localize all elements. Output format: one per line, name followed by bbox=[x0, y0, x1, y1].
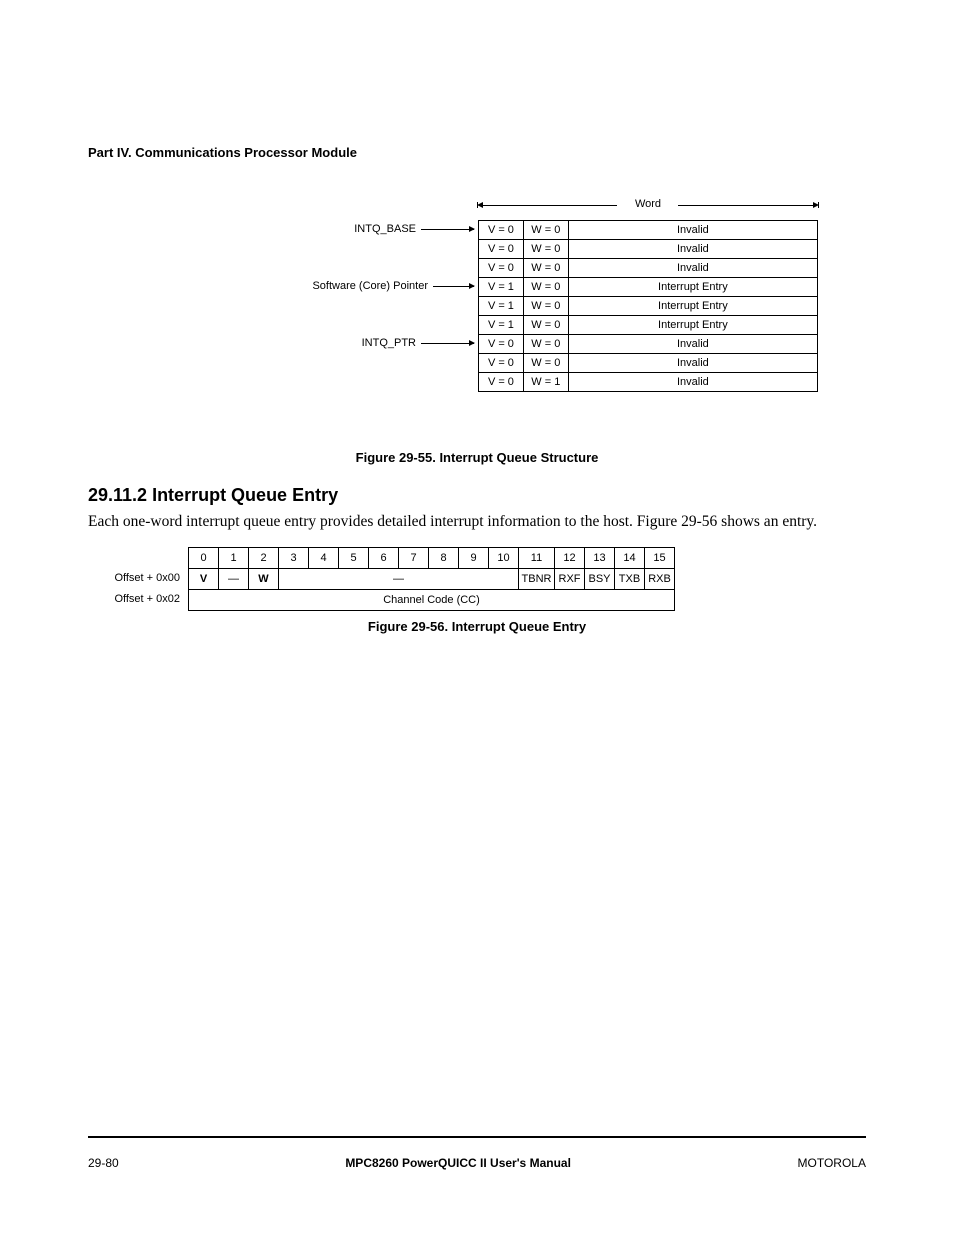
rxb-bit: RXB bbox=[645, 569, 675, 590]
word-tick-right bbox=[818, 202, 819, 208]
section-heading: 29.11.2 Interrupt Queue Entry bbox=[88, 485, 866, 506]
interrupt-queue-table: V = 0W = 0Invalid V = 0W = 0Invalid V = … bbox=[478, 220, 818, 392]
table-row: V = 1W = 0Interrupt Entry bbox=[479, 278, 818, 297]
desc-cell: Invalid bbox=[568, 354, 817, 373]
figure-56-container: Offset + 0x00 Offset + 0x02 0 1 2 3 4 5 … bbox=[88, 547, 866, 611]
bit-header: 10 bbox=[489, 548, 519, 569]
intq-ptr-label: INTQ_PTR bbox=[276, 334, 416, 353]
footer-manual-title: MPC8260 PowerQUICC II User's Manual bbox=[345, 1156, 571, 1170]
bit-header: 9 bbox=[459, 548, 489, 569]
v-cell: V = 1 bbox=[479, 278, 524, 297]
w-cell: W = 0 bbox=[523, 278, 568, 297]
offset-0x02-label: Offset + 0x02 bbox=[88, 589, 180, 610]
part-header: Part IV. Communications Processor Module bbox=[88, 145, 866, 160]
sw-core-pointer-label: Software (Core) Pointer bbox=[288, 277, 428, 296]
offset00-row: V — W — TBNR RXF BSY TXB RXB bbox=[189, 569, 675, 590]
w-cell: W = 0 bbox=[523, 335, 568, 354]
w-cell: W = 1 bbox=[523, 373, 568, 392]
v-cell: V = 0 bbox=[479, 221, 524, 240]
desc-cell: Interrupt Entry bbox=[568, 278, 817, 297]
w-cell: W = 0 bbox=[523, 297, 568, 316]
footer-page-number: 29-80 bbox=[88, 1156, 119, 1170]
desc-cell: Invalid bbox=[568, 335, 817, 354]
table-row: V = 0W = 0Invalid bbox=[479, 240, 818, 259]
footer-vendor: MOTOROLA bbox=[798, 1156, 866, 1170]
figure-56-caption: Figure 29-56. Interrupt Queue Entry bbox=[88, 619, 866, 634]
arrow-intq-ptr bbox=[421, 343, 474, 344]
w-bit: W bbox=[249, 569, 279, 590]
v-cell: V = 1 bbox=[479, 297, 524, 316]
bit-header: 15 bbox=[645, 548, 675, 569]
w-cell: W = 0 bbox=[523, 221, 568, 240]
v-cell: V = 0 bbox=[479, 259, 524, 278]
v-cell: V = 1 bbox=[479, 316, 524, 335]
offset-0x00-label: Offset + 0x00 bbox=[88, 568, 180, 589]
page-footer: 29-80 MPC8260 PowerQUICC II User's Manua… bbox=[88, 1136, 866, 1170]
bit-header: 6 bbox=[369, 548, 399, 569]
bit-header: 7 bbox=[399, 548, 429, 569]
desc-cell: Invalid bbox=[568, 240, 817, 259]
desc-cell: Invalid bbox=[568, 221, 817, 240]
bit-header: 5 bbox=[339, 548, 369, 569]
bit-header-row: 0 1 2 3 4 5 6 7 8 9 10 11 12 13 14 15 bbox=[189, 548, 675, 569]
bit-header: 1 bbox=[219, 548, 249, 569]
bit-header: 8 bbox=[429, 548, 459, 569]
figure-55-caption: Figure 29-55. Interrupt Queue Structure bbox=[88, 450, 866, 465]
bit-header: 4 bbox=[309, 548, 339, 569]
bit-header: 3 bbox=[279, 548, 309, 569]
section-paragraph: Each one-word interrupt queue entry prov… bbox=[88, 512, 866, 531]
reserved-bit-1: — bbox=[219, 569, 249, 590]
bit-header: 0 bbox=[189, 548, 219, 569]
table-row: V = 0W = 1Invalid bbox=[479, 373, 818, 392]
table-row: V = 0W = 0Invalid bbox=[479, 221, 818, 240]
offset02-row: Channel Code (CC) bbox=[189, 590, 675, 611]
bit-header: 13 bbox=[585, 548, 615, 569]
table-row: V = 0W = 0Invalid bbox=[479, 335, 818, 354]
v-cell: V = 0 bbox=[479, 354, 524, 373]
desc-cell: Interrupt Entry bbox=[568, 316, 817, 335]
bit-header: 11 bbox=[519, 548, 555, 569]
table-row: V = 1W = 0Interrupt Entry bbox=[479, 297, 818, 316]
bit-header: 12 bbox=[555, 548, 585, 569]
tbnr-bit: TBNR bbox=[519, 569, 555, 590]
arrow-sw-core-pointer bbox=[433, 286, 474, 287]
figure-55-container: Word INTQ_BASE Software (Core) Pointer I… bbox=[88, 195, 866, 440]
desc-cell: Invalid bbox=[568, 373, 817, 392]
bit-header: 14 bbox=[615, 548, 645, 569]
rxf-bit: RXF bbox=[555, 569, 585, 590]
w-cell: W = 0 bbox=[523, 240, 568, 259]
word-extent-right bbox=[678, 205, 813, 206]
txb-bit: TXB bbox=[615, 569, 645, 590]
bsy-bit: BSY bbox=[585, 569, 615, 590]
interrupt-entry-table: 0 1 2 3 4 5 6 7 8 9 10 11 12 13 14 15 V … bbox=[188, 547, 675, 611]
v-bit: V bbox=[189, 569, 219, 590]
arrow-intq-base bbox=[421, 229, 474, 230]
w-cell: W = 0 bbox=[523, 259, 568, 278]
table-row: V = 1W = 0Interrupt Entry bbox=[479, 316, 818, 335]
reserved-bits-3-10: — bbox=[279, 569, 519, 590]
table-row: V = 0W = 0Invalid bbox=[479, 259, 818, 278]
v-cell: V = 0 bbox=[479, 335, 524, 354]
bit-header: 2 bbox=[249, 548, 279, 569]
v-cell: V = 0 bbox=[479, 240, 524, 259]
desc-cell: Interrupt Entry bbox=[568, 297, 817, 316]
w-cell: W = 0 bbox=[523, 316, 568, 335]
word-label: Word bbox=[478, 198, 818, 210]
footer-rule bbox=[88, 1136, 866, 1138]
table-row: V = 0W = 0Invalid bbox=[479, 354, 818, 373]
channel-code-field: Channel Code (CC) bbox=[189, 590, 675, 611]
desc-cell: Invalid bbox=[568, 259, 817, 278]
w-cell: W = 0 bbox=[523, 354, 568, 373]
v-cell: V = 0 bbox=[479, 373, 524, 392]
intq-base-label: INTQ_BASE bbox=[276, 220, 416, 239]
